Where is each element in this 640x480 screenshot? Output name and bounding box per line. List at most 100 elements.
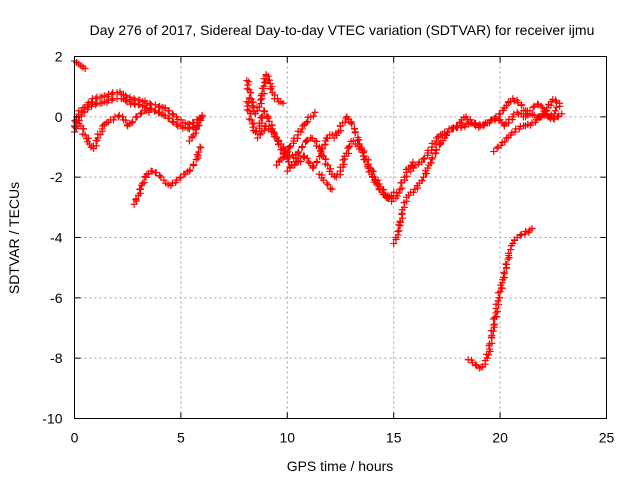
data-point [427, 159, 435, 167]
data-point [501, 138, 509, 146]
data-point [323, 179, 331, 187]
data-point [411, 161, 419, 169]
data-point [119, 113, 127, 121]
data-point [433, 134, 441, 142]
data-point [319, 145, 327, 153]
data-point [313, 157, 321, 165]
series-track-h [243, 98, 417, 205]
data-point [168, 110, 176, 118]
data-point [536, 114, 544, 122]
data-point [490, 321, 498, 329]
data-point [324, 181, 332, 189]
data-point [500, 268, 508, 276]
data-point [463, 115, 471, 123]
data-point [267, 85, 275, 93]
data-point [198, 111, 206, 119]
data-point [528, 119, 536, 127]
x-tick-label: 25 [599, 430, 615, 446]
data-point [176, 174, 184, 182]
data-point [526, 107, 534, 115]
series-track-e [130, 143, 205, 208]
data-point [249, 104, 257, 112]
series-track-o [490, 110, 566, 156]
series-track-f [185, 111, 206, 145]
data-point [529, 103, 537, 111]
data-point [333, 170, 341, 178]
data-point [357, 144, 365, 152]
tick-layer [74, 56, 607, 419]
data-point [295, 148, 303, 156]
data-point [196, 143, 204, 151]
data-point [297, 158, 305, 166]
data-point [471, 119, 479, 127]
data-point [309, 163, 317, 171]
data-point [88, 100, 96, 108]
data-point [496, 110, 504, 118]
series-track-j [273, 108, 319, 169]
data-point [510, 97, 518, 105]
data-point [323, 135, 331, 143]
data-point [279, 154, 287, 162]
data-point [273, 95, 281, 103]
data-point [551, 96, 559, 104]
data-point [424, 164, 432, 172]
data-point [551, 107, 559, 115]
data-point [309, 112, 317, 120]
data-point [260, 107, 268, 115]
y-tick-label: -10 [42, 411, 62, 427]
data-point [345, 149, 353, 157]
data-point [136, 110, 144, 118]
data-point [189, 160, 197, 168]
data-point [185, 167, 193, 175]
data-point [511, 128, 519, 136]
data-point [554, 113, 562, 121]
data-point [267, 128, 275, 136]
data-point [332, 173, 340, 181]
data-point [475, 364, 483, 372]
data-point [243, 85, 251, 93]
data-point [249, 123, 257, 131]
data-point [192, 125, 200, 133]
data-point [108, 90, 116, 98]
data-point [255, 103, 263, 111]
data-point [298, 143, 306, 151]
data-point [475, 123, 483, 131]
data-point [243, 77, 251, 85]
y-axis-title: SDTVAR / TECUs [6, 182, 22, 294]
data-point [491, 320, 499, 328]
data-point [539, 110, 547, 118]
data-point [556, 102, 564, 110]
x-tick-label: 10 [280, 430, 296, 446]
data-point [302, 137, 310, 145]
x-axis-title: GPS time / hours [287, 458, 394, 474]
data-point [81, 131, 89, 139]
data-point [351, 125, 359, 133]
data-point [311, 108, 319, 116]
data-point [245, 99, 253, 107]
data-point [493, 144, 501, 152]
data-point [431, 140, 439, 148]
data-point [549, 114, 557, 122]
data-point [152, 169, 160, 177]
data-point [508, 129, 516, 137]
data-point [495, 294, 503, 302]
data-point [275, 141, 283, 149]
data-point [251, 128, 259, 136]
data-point [265, 117, 273, 125]
data-point [77, 112, 85, 120]
data-point [247, 116, 255, 124]
data-point [516, 231, 524, 239]
data-point [418, 158, 426, 166]
data-point [321, 141, 329, 149]
data-point [359, 148, 367, 156]
data-point [502, 260, 510, 268]
data-point [92, 101, 100, 109]
data-point [196, 116, 204, 124]
data-point [299, 153, 307, 161]
data-point [271, 133, 279, 141]
data-point [194, 152, 202, 160]
data-point [423, 170, 431, 178]
data-point [80, 125, 88, 133]
data-point [300, 152, 308, 160]
